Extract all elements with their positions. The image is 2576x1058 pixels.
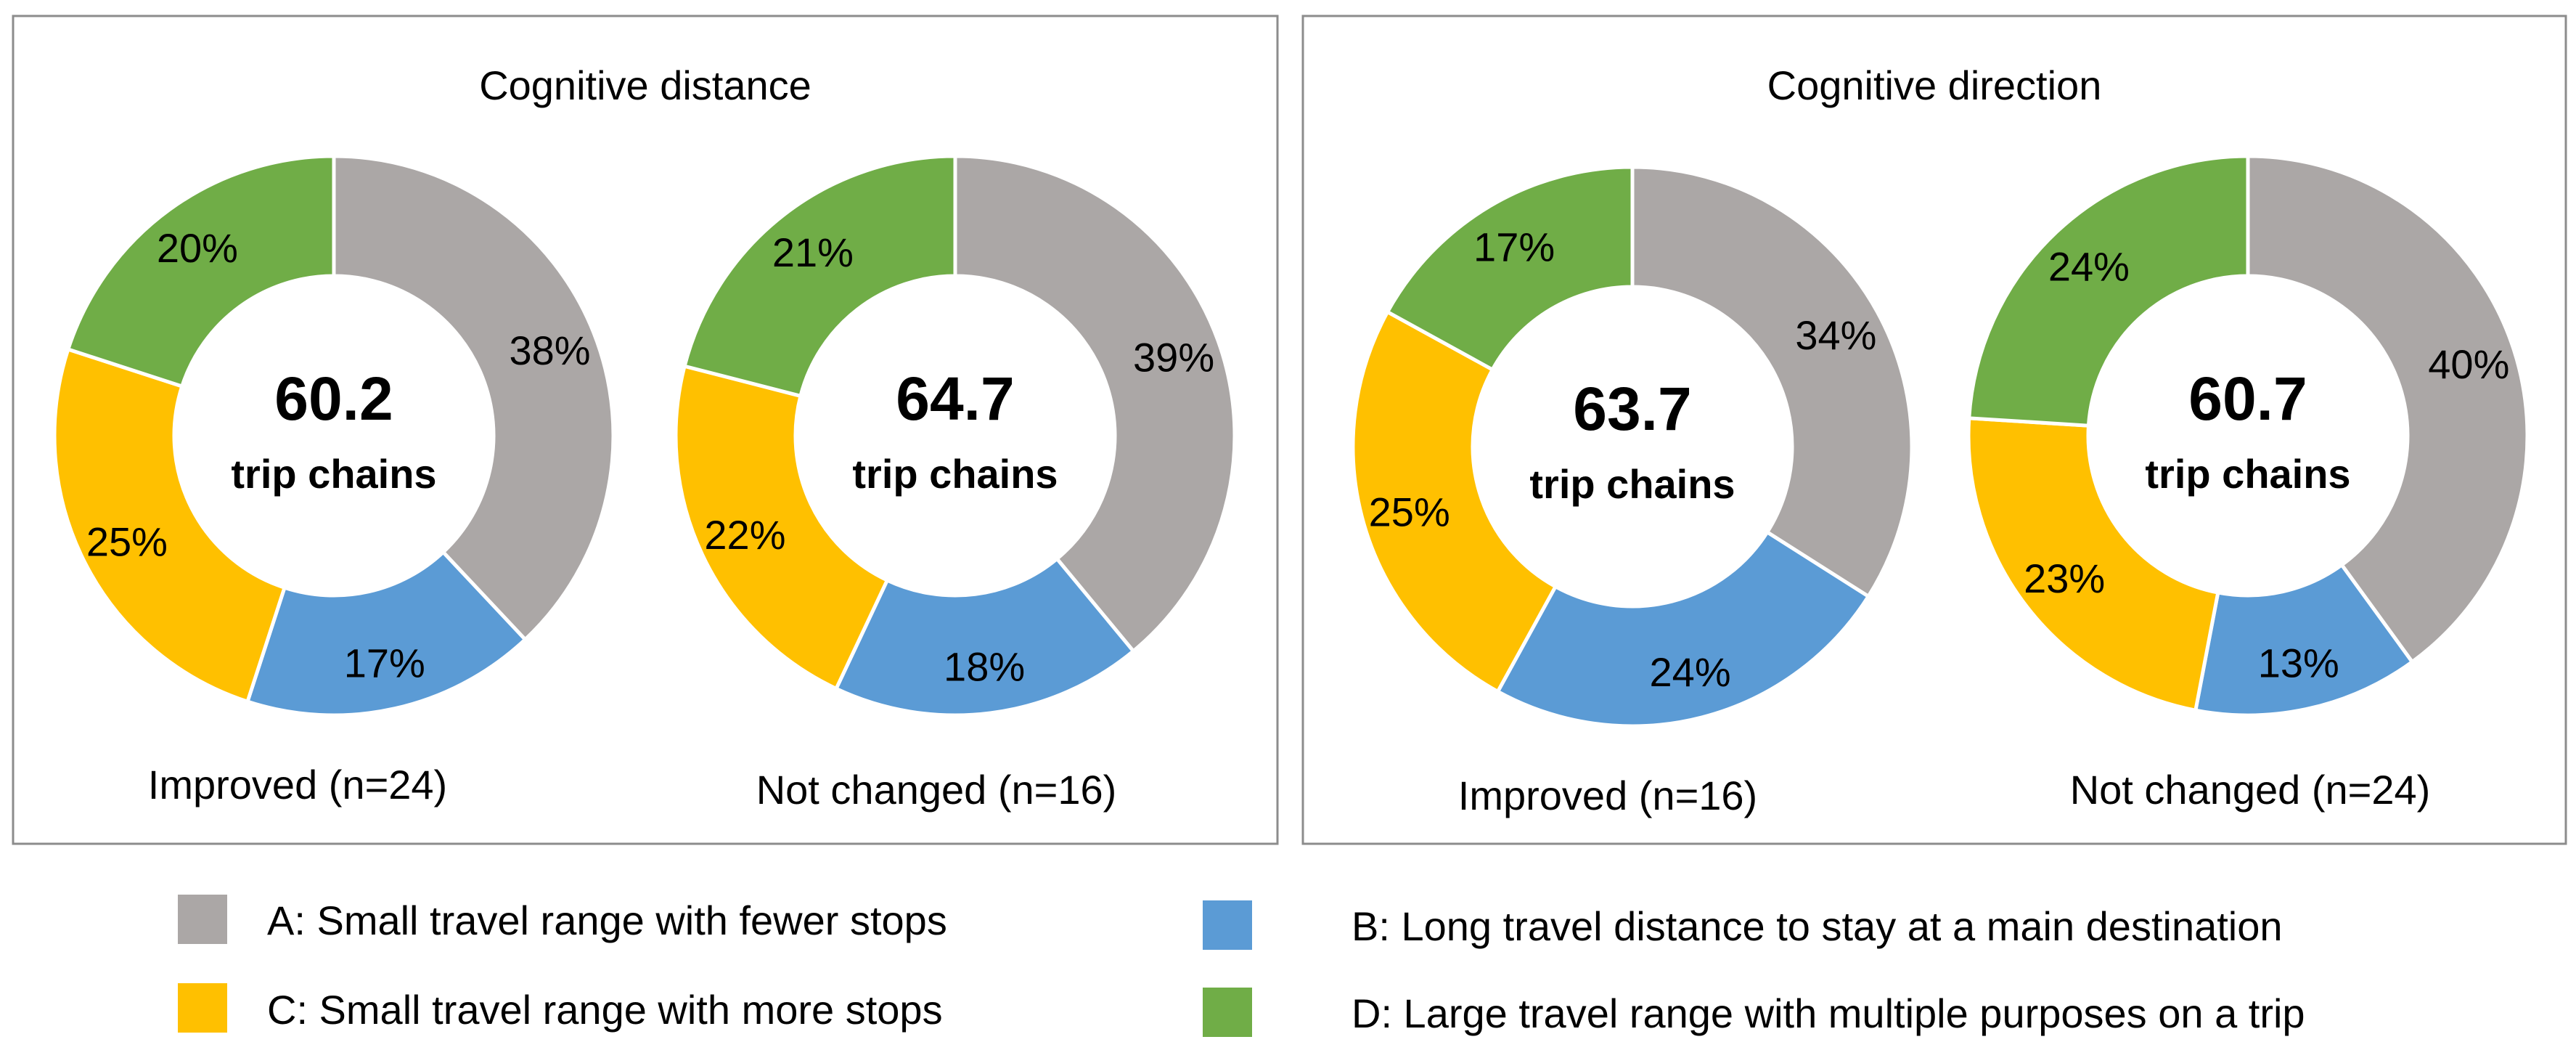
donut-chart: 39% 18% 22% 21% 64.7 trip chains Not change… — [674, 154, 1237, 813]
panel-frame — [12, 15, 1279, 845]
legend-label-a: A: Small travel range with fewer stops — [267, 898, 947, 943]
legend-label-c: C: Small travel range with more stops — [267, 987, 943, 1033]
donut-label: Not changed (n=16) — [756, 767, 1117, 813]
slice-b — [1495, 529, 1871, 728]
slice-label-group: 40% 13% 23% 24% — [2024, 244, 2509, 686]
slice-b — [833, 556, 1136, 717]
slice-label-a: 34% — [1795, 312, 1876, 358]
donut-label: Improved (n=24) — [148, 762, 447, 807]
legend-label-b: B: Long travel distance to stay at a mai… — [1352, 903, 2283, 949]
donut-label: Not changed (n=24) — [2070, 767, 2431, 813]
slice-label-group: 39% 18% 22% 21% — [704, 229, 1214, 689]
slice-group — [52, 154, 616, 717]
slice-label-a: 40% — [2428, 341, 2509, 387]
slice-label-b: 17% — [344, 640, 425, 685]
slice-group — [674, 154, 1237, 717]
slice-b — [245, 549, 528, 717]
panel-title: Cognitive direction — [1767, 62, 2102, 108]
slice-label-c: 25% — [1369, 489, 1450, 534]
legend-item-c: C: Small travel range with more stops — [178, 983, 943, 1033]
center-value: 60.2 — [274, 365, 393, 433]
slice-label-b: 13% — [2258, 640, 2339, 685]
slice-label-group: 34% 24% 25% 17% — [1369, 224, 1877, 695]
slice-group — [1966, 154, 2530, 717]
slice-d — [1385, 165, 1635, 373]
slice-c — [52, 346, 287, 704]
legend-item-d: D: Large travel range with multiple purp… — [1203, 988, 2305, 1037]
legend: A: Small travel range with fewer stops B… — [178, 895, 2305, 1037]
donut-label: Improved (n=16) — [1458, 773, 1757, 818]
slice-label-d: 24% — [2048, 244, 2130, 290]
slice-a — [953, 154, 1237, 654]
center-value: 63.7 — [1573, 375, 1692, 443]
panel-cognitive-direction: Cognitive direction 34% 24% 25% 17% 63.7 tr… — [1301, 15, 2567, 845]
donut-chart: 34% 24% 25% 17% 63.7 trip chains Improved (… — [1351, 165, 1914, 818]
slice-b — [2193, 562, 2415, 717]
center-value: 64.7 — [896, 365, 1015, 433]
slice-label-d: 17% — [1473, 224, 1555, 270]
legend-label-d: D: Large travel range with multiple purp… — [1352, 990, 2305, 1036]
slice-a — [332, 154, 616, 643]
legend-swatch-c — [178, 983, 227, 1033]
slice-label-group: 38% 17% 25% 20% — [86, 225, 591, 685]
center-unit: trip chains — [2145, 451, 2350, 497]
donut-chart: 40% 13% 23% 24% 60.7 trip chains Not change… — [1966, 154, 2530, 813]
slice-d — [682, 154, 957, 399]
panel-title: Cognitive distance — [479, 62, 811, 108]
slice-label-d: 21% — [772, 229, 854, 275]
slice-label-a: 39% — [1133, 335, 1214, 381]
donut-chart: 38% 17% 25% 20% 60.2 trip chains Improved (… — [52, 154, 616, 807]
slice-a — [1630, 165, 1914, 599]
slice-label-b: 18% — [944, 643, 1025, 689]
legend-item-a: A: Small travel range with fewer stops — [178, 895, 947, 944]
legend-item-b: B: Long travel distance to stay at a mai… — [1203, 900, 2283, 950]
slice-label-a: 38% — [509, 327, 590, 373]
panel-frame — [1301, 15, 2567, 845]
legend-swatch-b — [1203, 900, 1252, 950]
slice-group — [1351, 165, 1914, 728]
slice-c — [1966, 416, 2220, 713]
legend-swatch-d — [1203, 988, 1252, 1037]
slice-label-c: 23% — [2024, 556, 2105, 601]
legend-swatch-a — [178, 895, 227, 944]
slice-c — [674, 364, 890, 691]
slice-label-c: 22% — [704, 512, 785, 558]
slice-label-c: 25% — [86, 518, 168, 564]
slice-a — [2246, 154, 2530, 664]
slice-c — [1351, 309, 1558, 694]
panel-cognitive-distance: Cognitive distance 38% 17% 25% 20% 60.2 tri… — [12, 15, 1279, 845]
slice-d — [1967, 154, 2250, 428]
slice-label-b: 24% — [1650, 649, 1731, 695]
center-value: 60.7 — [2188, 365, 2307, 433]
slice-label-d: 20% — [157, 225, 238, 271]
center-unit: trip chains — [231, 451, 436, 497]
slice-d — [65, 154, 336, 389]
center-unit: trip chains — [1529, 461, 1735, 507]
center-unit: trip chains — [852, 451, 1058, 497]
